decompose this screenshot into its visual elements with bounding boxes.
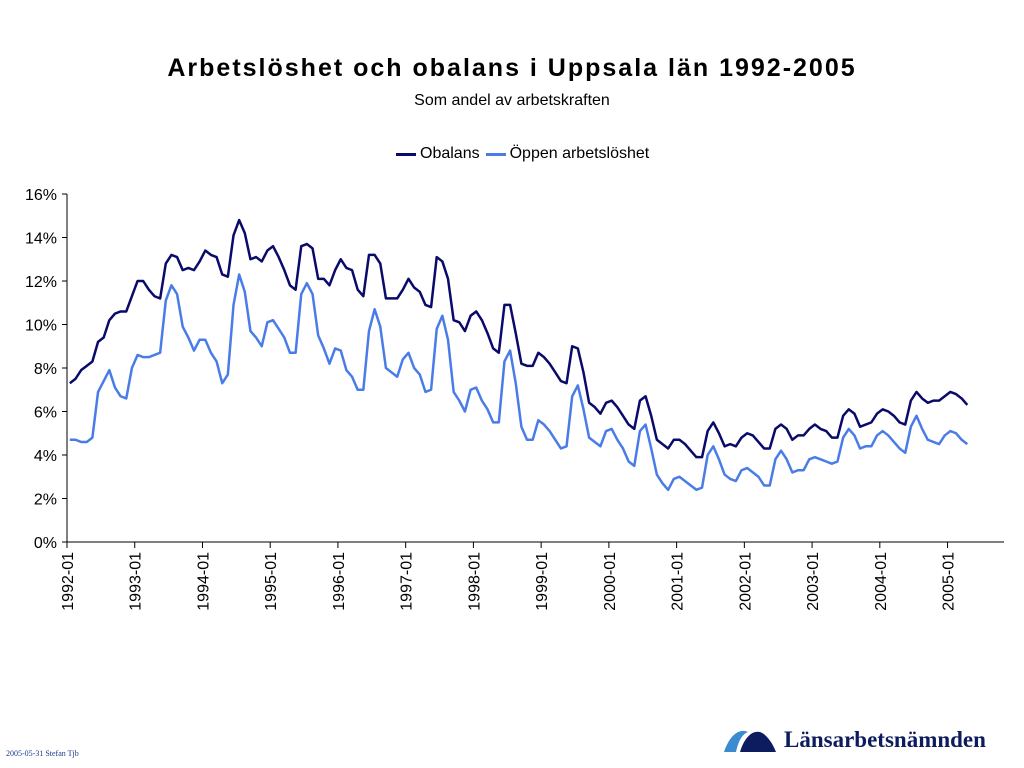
x-tick-label: 1999-01: [534, 552, 551, 611]
x-tick-label: 1992-01: [60, 552, 77, 611]
legend-swatch-obalans: [396, 152, 416, 156]
y-tick-label: 0%: [34, 535, 57, 552]
footer-date: 2005-05-31 Stefan Tjb: [6, 749, 79, 758]
legend-swatch-oppen: [485, 152, 506, 156]
y-tick-label: 8%: [34, 361, 57, 378]
series-line-oppen: [69, 273, 969, 492]
chart-title: Arbetslöshet och obalans i Uppsala län 1…: [167, 54, 857, 82]
x-tick-label: 1997-01: [399, 552, 416, 611]
y-tick-label: 16%: [25, 187, 57, 204]
y-tick-label: 10%: [25, 318, 57, 335]
x-tick-label: 1994-01: [195, 552, 212, 611]
y-tick-label: 2%: [34, 492, 57, 509]
logo-text: Länsarbetsnämnden: [784, 727, 986, 752]
chart-legend: Obalans Öppen arbetslöshet: [396, 144, 655, 164]
line-chart: 0% 2% 4% 6% 8% 10% 12% 14% 16% 1992-01 1993-01 1994…: [25, 187, 1004, 611]
y-tick-label: 4%: [34, 448, 57, 465]
x-tick-label: 2003-01: [805, 552, 822, 611]
x-tick-label: 1995-01: [263, 552, 280, 611]
x-tick-label: 2005-01: [941, 552, 958, 611]
series-line-obalans: [69, 218, 969, 459]
y-tick-label: 14%: [25, 231, 57, 248]
chart-subtitle: Som andel av arbetskraften: [414, 92, 610, 109]
legend-item-obalans: Obalans: [396, 145, 480, 163]
lansarbetsnamnden-logo: Länsarbetsnämnden: [722, 722, 1012, 758]
wave-logo-icon: [724, 730, 776, 752]
x-tick-label: 2002-01: [737, 552, 754, 611]
legend-label-oppen: Öppen arbetslöshet: [509, 145, 650, 162]
y-tick-label: 12%: [25, 274, 57, 291]
x-tick-label: 1993-01: [128, 552, 145, 611]
y-tick-label: 6%: [34, 405, 57, 422]
x-tick-label: 1996-01: [331, 552, 348, 611]
legend-item-oppen: Öppen arbetslöshet: [485, 145, 650, 163]
legend-label-obalans: Obalans: [420, 145, 480, 162]
x-tick-label: 2001-01: [670, 552, 687, 611]
x-tick-label: 1998-01: [466, 552, 483, 611]
x-tick-label: 2004-01: [873, 552, 890, 611]
x-tick-label: 2000-01: [602, 552, 619, 611]
